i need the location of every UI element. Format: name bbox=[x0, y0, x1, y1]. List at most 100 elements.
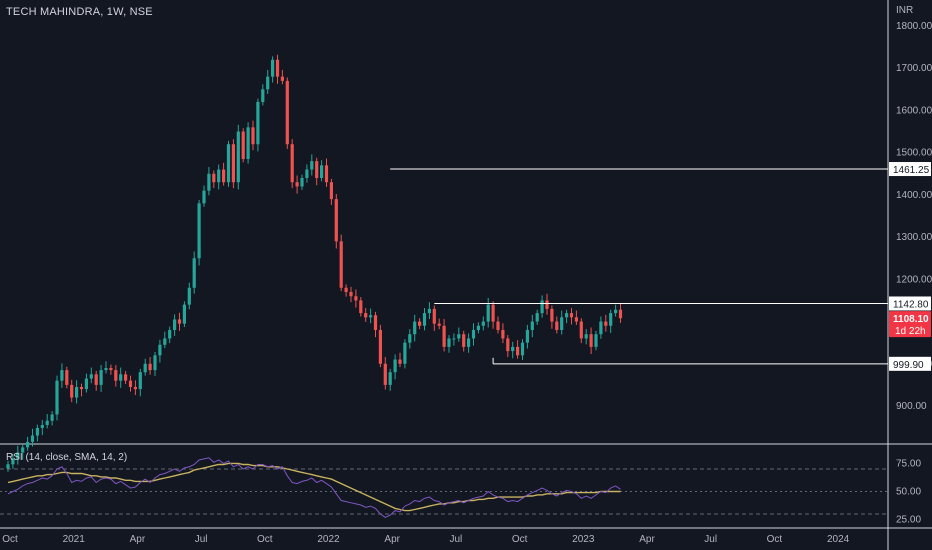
rsi-tick-label: 50.00 bbox=[896, 487, 921, 498]
candle-body bbox=[231, 144, 235, 183]
candle-body bbox=[334, 199, 338, 242]
candle-body bbox=[104, 368, 108, 371]
candle-body bbox=[364, 313, 368, 318]
candle-body bbox=[75, 387, 79, 398]
candle-body bbox=[212, 173, 216, 183]
candle-body bbox=[197, 203, 201, 259]
price-tick-label: 1600.00 bbox=[896, 105, 932, 116]
candle-body bbox=[222, 169, 226, 183]
candle-body bbox=[26, 441, 30, 448]
candle-body bbox=[496, 321, 500, 330]
rsi-tick-label: 25.00 bbox=[896, 515, 921, 526]
candle-body bbox=[128, 380, 133, 387]
candle-body bbox=[560, 317, 564, 330]
price-tick-label: 1700.00 bbox=[896, 63, 932, 74]
candle-body bbox=[609, 313, 613, 326]
candle-body bbox=[261, 89, 265, 102]
candle-body bbox=[251, 127, 255, 145]
candle-body bbox=[354, 296, 358, 301]
candle-body bbox=[305, 169, 309, 178]
candle-body bbox=[579, 321, 583, 339]
candle-body bbox=[442, 325, 446, 347]
candle-body bbox=[320, 165, 324, 178]
candle-body bbox=[393, 359, 397, 373]
candle-body bbox=[369, 315, 373, 318]
candle-body bbox=[65, 370, 69, 385]
candle-body bbox=[530, 321, 534, 330]
candle-body bbox=[349, 292, 353, 297]
candle-body bbox=[153, 355, 157, 371]
time-axis-label: 2021 bbox=[63, 534, 86, 545]
level-label: 1142.80 bbox=[893, 299, 929, 310]
candle-body bbox=[594, 334, 598, 347]
current-price-label: 1108.10 bbox=[893, 314, 929, 325]
rsi-line bbox=[7, 457, 621, 518]
candle-body bbox=[138, 372, 142, 390]
time-axis-label: 2022 bbox=[317, 534, 340, 545]
level-label-bg bbox=[889, 296, 931, 311]
candle-body bbox=[84, 378, 88, 390]
candle-body bbox=[408, 334, 412, 343]
candle-body bbox=[21, 447, 25, 453]
candle-body bbox=[614, 309, 618, 314]
candle-body bbox=[246, 127, 250, 159]
candle-body bbox=[266, 76, 270, 90]
time-axis-label: Oct bbox=[2, 534, 18, 545]
candle-body bbox=[618, 309, 623, 319]
candle-body bbox=[236, 131, 240, 183]
candle-body bbox=[187, 287, 191, 305]
time-axis-label: Oct bbox=[512, 534, 528, 545]
time-axis-label: 2023 bbox=[572, 534, 595, 545]
candle-body bbox=[285, 80, 289, 145]
candle-body bbox=[99, 370, 103, 385]
candle-body bbox=[275, 59, 280, 77]
candle-body bbox=[520, 342, 525, 356]
candle-body bbox=[226, 144, 231, 183]
candle-body bbox=[540, 300, 544, 314]
candle-body bbox=[143, 363, 147, 373]
time-axis-label: 2024 bbox=[827, 534, 850, 545]
candle-body bbox=[6, 464, 10, 469]
candle-body bbox=[109, 368, 113, 371]
level-label: 999.90 bbox=[893, 360, 924, 371]
candle-body bbox=[70, 384, 74, 398]
candle-body bbox=[471, 330, 476, 339]
candle-body bbox=[550, 308, 554, 322]
candle-body bbox=[403, 342, 407, 364]
candle-body bbox=[202, 190, 206, 204]
candle-body bbox=[437, 323, 441, 326]
candle-body bbox=[388, 372, 392, 385]
candle-body bbox=[545, 300, 549, 309]
price-tick-label: 1800.00 bbox=[896, 21, 932, 32]
candle-body bbox=[344, 287, 348, 292]
candle-body bbox=[584, 334, 588, 339]
candle-body bbox=[124, 374, 128, 381]
current-price-tag bbox=[889, 311, 931, 338]
candle-body bbox=[599, 321, 603, 335]
candle-body bbox=[173, 319, 177, 330]
price-tick-label: 1400.00 bbox=[896, 190, 932, 201]
candle-body bbox=[555, 321, 559, 330]
candle-body bbox=[192, 258, 196, 288]
candle-body bbox=[398, 359, 402, 364]
rsi-tick-label: 75.00 bbox=[896, 458, 921, 469]
time-axis-label: Apr bbox=[384, 534, 400, 545]
candle-body bbox=[280, 76, 284, 81]
candle-body bbox=[427, 308, 431, 314]
countdown-label: 1d 22h bbox=[895, 326, 926, 337]
rsi-title: RSI (14, close, SMA, 14, 2) bbox=[6, 452, 128, 463]
candle-body bbox=[45, 420, 49, 425]
candle-body bbox=[501, 330, 505, 339]
candle-body bbox=[290, 144, 294, 183]
candle-body bbox=[217, 169, 221, 183]
candle-body bbox=[158, 344, 162, 356]
candle-body bbox=[300, 178, 304, 187]
candle-body bbox=[467, 338, 471, 347]
candle-body bbox=[486, 304, 490, 322]
candle-body bbox=[359, 300, 363, 314]
candle-body bbox=[574, 317, 578, 322]
candle-body bbox=[89, 374, 93, 379]
time-axis-label: Apr bbox=[639, 534, 655, 545]
candle-body bbox=[511, 346, 515, 352]
